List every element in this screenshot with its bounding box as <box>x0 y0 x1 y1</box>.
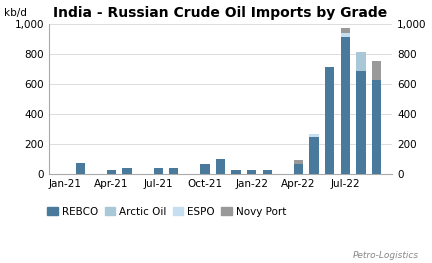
Bar <box>169 168 178 174</box>
Bar <box>263 170 272 174</box>
Bar <box>356 52 365 71</box>
Bar <box>294 160 303 164</box>
Bar <box>356 71 365 174</box>
Bar <box>325 67 334 174</box>
Legend: REBCO, Arctic Oil, ESPO, Novy Port: REBCO, Arctic Oil, ESPO, Novy Port <box>48 206 286 216</box>
Bar <box>122 168 132 174</box>
Bar <box>232 170 241 174</box>
Bar <box>341 33 350 37</box>
Bar <box>341 28 350 33</box>
Bar <box>372 61 381 80</box>
Bar <box>309 134 319 136</box>
Bar <box>372 80 381 174</box>
Text: Petro-Logistics: Petro-Logistics <box>353 251 419 260</box>
Bar <box>309 136 319 174</box>
Bar <box>200 164 210 174</box>
Bar <box>216 159 225 174</box>
Bar <box>341 37 350 174</box>
Bar <box>76 163 85 174</box>
Bar <box>247 170 257 174</box>
Text: kb/d: kb/d <box>4 8 27 18</box>
Bar <box>294 164 303 174</box>
Bar <box>153 168 163 174</box>
Bar <box>107 170 116 174</box>
Title: India - Russian Crude Oil Imports by Grade: India - Russian Crude Oil Imports by Gra… <box>54 6 388 20</box>
